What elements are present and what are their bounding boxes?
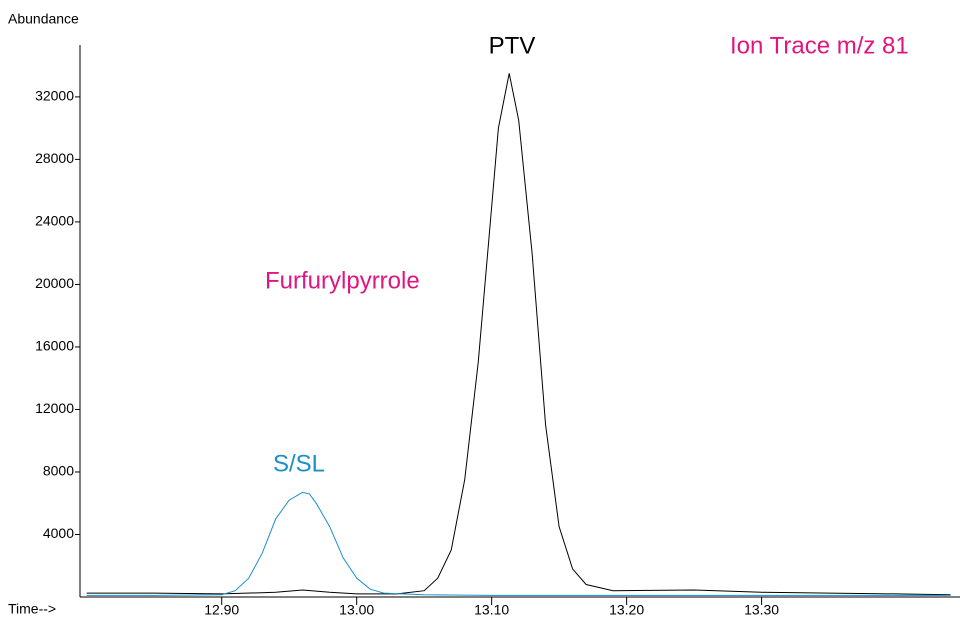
- x-tick-label: 13.00: [339, 602, 374, 618]
- x-tick-label: 13.30: [744, 602, 779, 618]
- annotation: S/SL: [273, 450, 325, 477]
- x-tick-label: 13.10: [474, 602, 509, 618]
- x-axis-label: Time-->: [8, 601, 56, 617]
- y-tick-label: 16000: [35, 338, 74, 354]
- y-tick-label: 8000: [43, 463, 74, 479]
- trace: [86, 491, 951, 596]
- y-tick-label: 24000: [35, 213, 74, 229]
- y-tick-label: 12000: [35, 400, 74, 416]
- y-tick-label: 20000: [35, 275, 74, 291]
- x-tick-label: 12.90: [204, 602, 239, 618]
- y-tick-label: 32000: [35, 88, 74, 104]
- y-tick-label: 4000: [43, 525, 74, 541]
- annotation: Ion Trace m/z 81: [730, 32, 909, 59]
- annotation: PTV: [489, 32, 536, 59]
- y-axis-label: Abundance: [8, 11, 79, 27]
- y-tick-label: 28000: [35, 150, 74, 166]
- trace: [86, 73, 951, 596]
- x-tick-label: 13.20: [609, 602, 644, 618]
- annotation: Furfurylpyrrole: [265, 267, 420, 294]
